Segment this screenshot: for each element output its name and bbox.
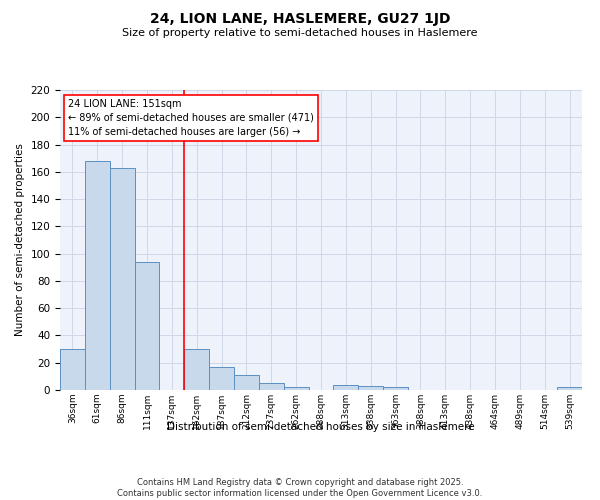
Text: Distribution of semi-detached houses by size in Haslemere: Distribution of semi-detached houses by … bbox=[167, 422, 475, 432]
Bar bbox=[358, 386, 383, 390]
Bar bbox=[134, 262, 160, 390]
Bar bbox=[557, 388, 582, 390]
Y-axis label: Number of semi-detached properties: Number of semi-detached properties bbox=[15, 144, 25, 336]
Bar bbox=[209, 367, 234, 390]
Text: 24, LION LANE, HASLEMERE, GU27 1JD: 24, LION LANE, HASLEMERE, GU27 1JD bbox=[150, 12, 450, 26]
Bar bbox=[284, 388, 308, 390]
Bar bbox=[383, 388, 408, 390]
Text: 24 LION LANE: 151sqm
← 89% of semi-detached houses are smaller (471)
11% of semi: 24 LION LANE: 151sqm ← 89% of semi-detac… bbox=[68, 99, 314, 137]
Bar bbox=[184, 349, 209, 390]
Text: Contains HM Land Registry data © Crown copyright and database right 2025.
Contai: Contains HM Land Registry data © Crown c… bbox=[118, 478, 482, 498]
Bar bbox=[85, 161, 110, 390]
Bar bbox=[334, 384, 358, 390]
Bar bbox=[259, 383, 284, 390]
Bar bbox=[234, 375, 259, 390]
Bar bbox=[110, 168, 134, 390]
Text: Size of property relative to semi-detached houses in Haslemere: Size of property relative to semi-detach… bbox=[122, 28, 478, 38]
Bar bbox=[60, 349, 85, 390]
